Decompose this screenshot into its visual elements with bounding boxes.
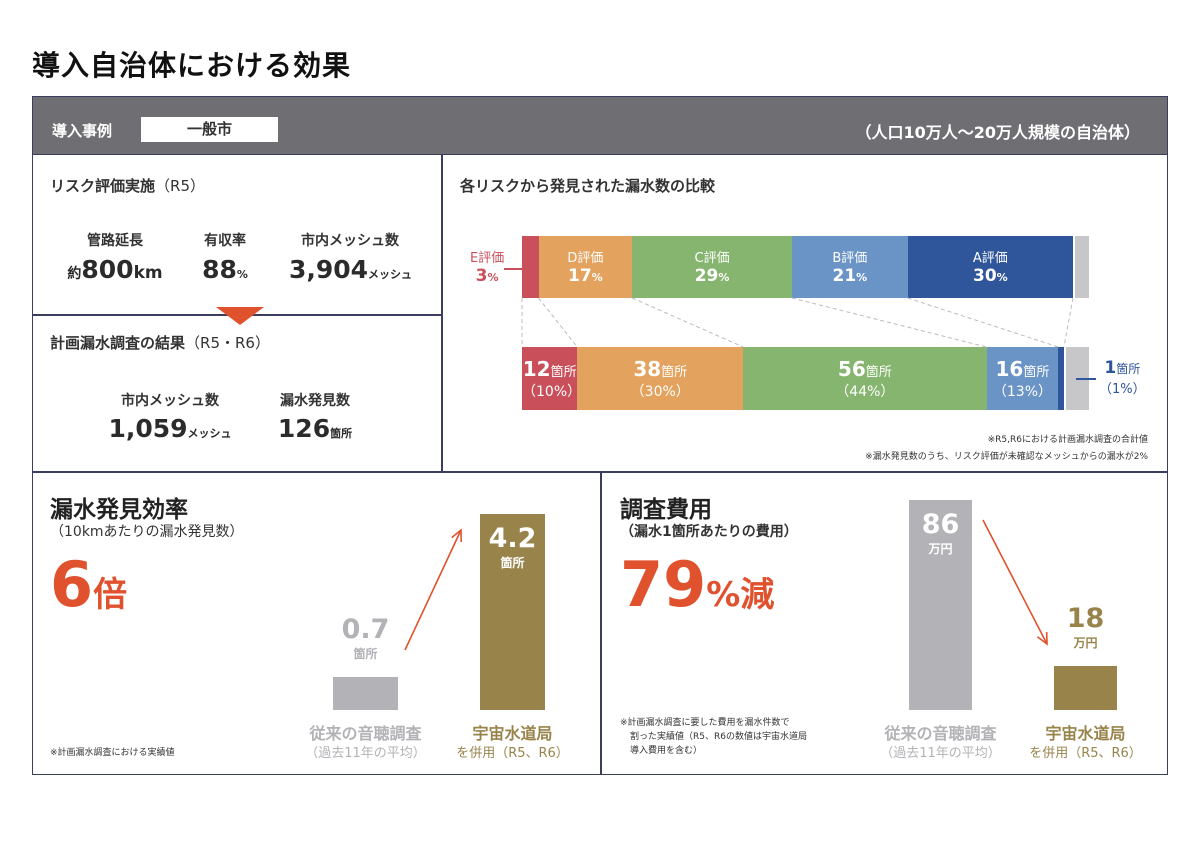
- highlight-number: 79: [620, 548, 707, 621]
- stat-unit: %: [236, 268, 248, 281]
- cost-title: 調査費用: [620, 497, 712, 523]
- divider-vertical-bottom: [600, 471, 602, 775]
- risk-section-title: リスク評価実施（R5）: [50, 175, 205, 196]
- chart-note-1: ※R5,R6における計画漏水調査の合計値: [987, 435, 1148, 445]
- highlight-unit: 倍: [93, 575, 128, 615]
- risk-chart-title: 各リスクから発見された漏水数の比較: [460, 177, 716, 195]
- stat-label-pipe-length: 管路延長: [87, 233, 143, 249]
- stat-value-revenue-rate: 88%: [180, 255, 270, 284]
- survey-title-paren: （R5・R6）: [185, 334, 270, 352]
- stat-unit: メッシュ: [368, 268, 413, 281]
- city-type-box: 一般市: [141, 117, 278, 142]
- stat-unit: メッシュ: [187, 427, 232, 440]
- arrow-down-icon: [216, 307, 264, 325]
- stat-unit: km: [133, 263, 163, 283]
- stat-number: 1,059: [108, 414, 188, 443]
- risk-title-paren: （R5）: [155, 177, 205, 195]
- efficiency-subtitle: （10kmあたりの漏水発見数）: [50, 524, 244, 540]
- stat-unit: 箇所: [330, 427, 353, 440]
- risk-title-text: リスク評価実施: [50, 177, 156, 195]
- stat-number: 88: [202, 255, 237, 284]
- cost-highlight: 79%減: [620, 548, 774, 621]
- page-title: 導入自治体における効果: [32, 49, 352, 82]
- stat-label-survey-mesh: 市内メッシュ数: [121, 393, 219, 409]
- survey-title-text: 計画漏水調査の結果: [50, 334, 186, 352]
- divider-vertical-top: [441, 155, 443, 472]
- stat-value-leak-count: 126箇所: [260, 414, 370, 443]
- efficiency-title: 漏水発見効率: [50, 497, 188, 523]
- survey-section-title: 計画漏水調査の結果（R5・R6）: [50, 332, 270, 353]
- cost-footnote-3: 導入費用を含む）: [630, 746, 703, 756]
- case-label: 導入事例: [52, 122, 113, 140]
- stat-prefix: 約: [67, 266, 82, 282]
- stat-value-survey-mesh: 1,059メッシュ: [95, 414, 245, 443]
- stat-label-leak-count: 漏水発見数: [280, 393, 350, 409]
- chart-note-2: ※漏水発見数のうち、リスク評価が未確認なメッシュからの漏水が2%: [865, 452, 1148, 462]
- stat-label-revenue-rate: 有収率: [204, 233, 246, 249]
- cost-footnote-2: 割った実績値（R5、R6の数値は宇宙水道局: [630, 732, 807, 742]
- cost-footnote-1: ※計画漏水調査に要した費用を漏水件数で: [620, 718, 790, 728]
- stat-number: 126: [277, 414, 331, 443]
- highlight-number: 6: [50, 548, 94, 621]
- stat-number: 800: [81, 255, 134, 284]
- cost-subtitle: （漏水1箇所あたりの費用）: [620, 524, 798, 540]
- highlight-unit: %減: [706, 575, 775, 615]
- population-scale: （人口10万人～20万人規模の自治体）: [855, 123, 1140, 142]
- stat-value-pipe-length: 約800km: [55, 255, 175, 284]
- stat-label-mesh-count: 市内メッシュ数: [301, 233, 399, 249]
- efficiency-footnote: ※計画漏水調査における実績値: [50, 748, 175, 758]
- efficiency-highlight: 6倍: [50, 548, 127, 621]
- stat-number: 3,904: [288, 255, 369, 284]
- stat-value-mesh-count: 3,904メッシュ: [278, 255, 423, 284]
